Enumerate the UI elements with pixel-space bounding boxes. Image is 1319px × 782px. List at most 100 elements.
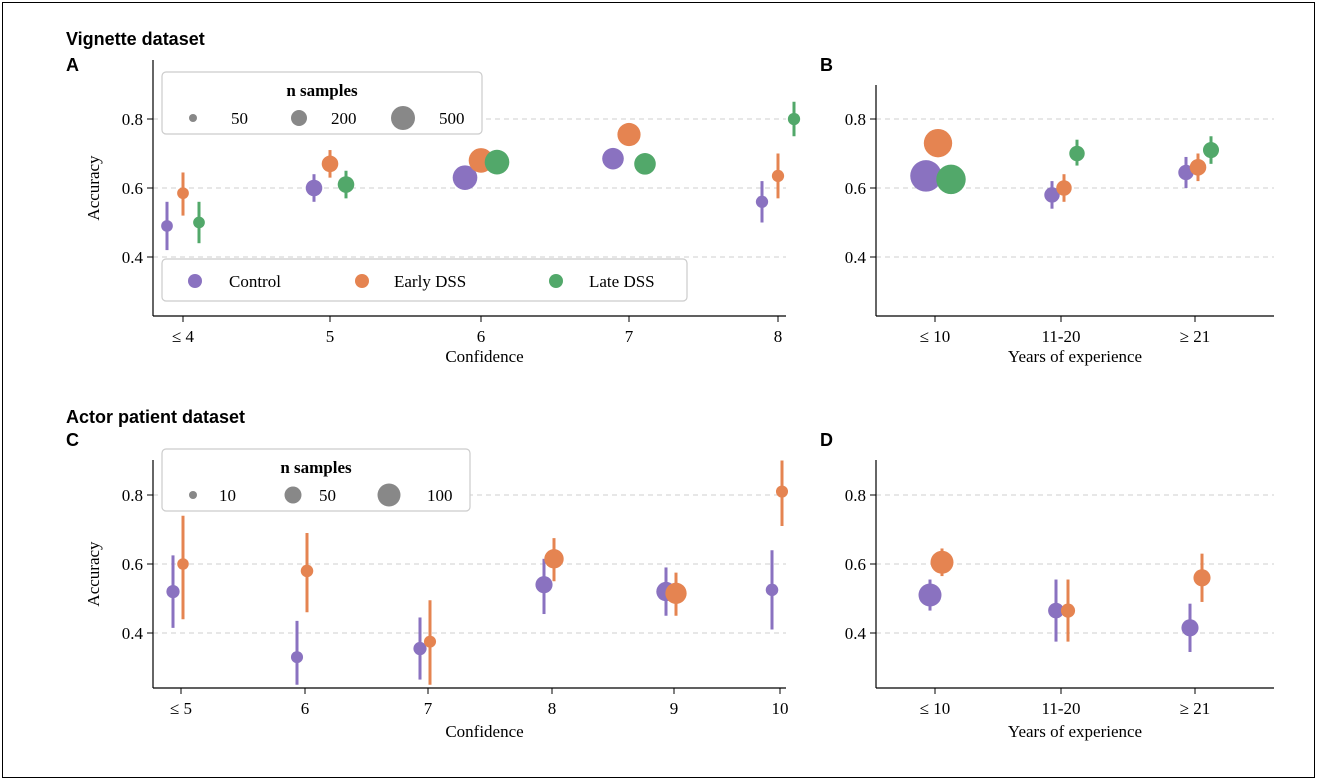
y-axis-label: Accuracy <box>84 155 103 221</box>
x-tick-label: 6 <box>301 699 310 718</box>
data-point <box>305 179 323 197</box>
y-tick-label: 0.6 <box>122 179 143 198</box>
data-point <box>177 558 189 570</box>
x-tick-label: ≥ 21 <box>1180 699 1211 718</box>
panel-letter: C <box>66 430 79 450</box>
data-point <box>413 641 427 656</box>
data-point <box>634 153 656 175</box>
x-tick-label: 7 <box>625 327 634 346</box>
legend-title: n samples <box>286 81 358 100</box>
y-tick-label: 0.8 <box>122 486 143 505</box>
legend-size-marker <box>291 110 307 126</box>
y-tick-label: 0.8 <box>845 486 866 505</box>
legend-color-marker <box>188 274 202 288</box>
legend-size-marker <box>189 491 197 499</box>
data-point <box>617 122 641 147</box>
data-point <box>787 112 801 126</box>
x-tick-label: 5 <box>326 327 335 346</box>
data-point <box>918 583 942 607</box>
x-tick-label: ≤ 10 <box>920 699 951 718</box>
legend-color-marker <box>549 274 563 288</box>
data-point <box>290 651 304 664</box>
size-legend-c: n samples 10 50 100 <box>161 448 471 512</box>
y-tick-label: 0.4 <box>122 248 144 267</box>
data-point <box>1056 180 1072 196</box>
data-point <box>484 149 510 175</box>
legend-entry-label: 50 <box>319 486 336 505</box>
panel-letter: A <box>66 55 79 75</box>
y-tick-label: 0.6 <box>845 179 866 198</box>
data-point <box>423 635 437 648</box>
data-point <box>1181 619 1199 637</box>
x-tick-label: ≤ 5 <box>170 699 192 718</box>
y-axis-label: Accuracy <box>84 541 103 607</box>
group-legend: Control Early DSS Late DSS <box>161 258 688 302</box>
data-point <box>930 550 954 574</box>
chart-panel-c: C 0.4 0.6 0.8 ≤ 5 6 7 8 9 10 Confidence Accuracy <box>66 430 789 741</box>
data-point <box>771 169 785 183</box>
legend-entry-label: 100 <box>427 486 453 505</box>
data-point <box>923 128 953 158</box>
data-point <box>1069 145 1085 162</box>
y-tick-label: 0.6 <box>122 555 143 574</box>
data-point <box>602 147 624 170</box>
y-tick-label: 0.8 <box>845 110 866 129</box>
panel-letter: B <box>820 55 833 75</box>
data-point <box>544 549 564 569</box>
data-point <box>337 176 355 193</box>
data-point <box>936 164 966 195</box>
x-tick-label: 8 <box>548 699 557 718</box>
legend-title: n samples <box>280 458 352 477</box>
panel-letter: D <box>820 430 833 450</box>
legend-entry-label: 200 <box>331 109 357 128</box>
data-point <box>665 582 687 604</box>
chart-panel-a: A 0.4 0.6 0.8 ≤ 4 5 6 7 8 Confidence Accuracy <box>66 55 801 366</box>
x-axis-label: Confidence <box>445 347 523 366</box>
data-point <box>910 160 942 192</box>
x-tick-label: 6 <box>477 327 486 346</box>
x-tick-label: ≤ 10 <box>920 327 951 346</box>
x-tick-label: 8 <box>774 327 783 346</box>
chart-panel-b: B 0.4 0.6 0.8 ≤ 10 11-20 ≥ 21 Years of experien… <box>820 55 1274 366</box>
legend-entry-label: 10 <box>219 486 236 505</box>
legend-size-marker <box>391 106 415 130</box>
x-tick-label: ≤ 4 <box>172 327 195 346</box>
data-point <box>321 155 339 173</box>
section-title-actor: Actor patient dataset <box>66 407 245 427</box>
x-tick-label: ≥ 21 <box>1180 327 1211 346</box>
data-point <box>1189 159 1207 176</box>
data-point <box>300 564 314 578</box>
data-point <box>1060 603 1076 618</box>
x-tick-label: 10 <box>772 699 789 718</box>
x-tick-label: 7 <box>424 699 433 718</box>
legend-entry-label: 500 <box>439 109 465 128</box>
x-axis-label: Years of experience <box>1008 347 1142 366</box>
x-tick-label: 11-20 <box>1041 699 1080 718</box>
legend-frame <box>161 258 688 302</box>
data-point <box>1048 602 1064 619</box>
data-point <box>765 583 779 597</box>
chart-panel-d: D 0.4 0.6 0.8 ≤ 10 11-20 ≥ 21 Years of experien… <box>820 430 1274 741</box>
data-point <box>177 187 189 200</box>
data-point <box>452 165 478 190</box>
legend-size-marker <box>377 483 401 507</box>
y-tick-label: 0.8 <box>122 110 143 129</box>
data-point <box>161 220 173 232</box>
figure-canvas: Vignette dataset Actor patient dataset A… <box>66 29 1274 741</box>
data-point <box>755 195 769 208</box>
data-point <box>166 585 180 599</box>
legend-color-marker <box>355 274 369 288</box>
x-tick-label: 11-20 <box>1041 327 1080 346</box>
x-axis-label: Confidence <box>445 722 523 741</box>
legend-size-marker <box>284 486 302 504</box>
legend-entry-label: Late DSS <box>589 272 655 291</box>
legend-entry-label: Control <box>229 272 281 291</box>
size-legend-a: n samples 50 200 500 <box>161 71 483 135</box>
data-point <box>1193 569 1211 587</box>
y-tick-label: 0.4 <box>845 624 867 643</box>
data-point <box>535 576 553 594</box>
legend-entry-label: Early DSS <box>394 272 466 291</box>
data-point <box>775 485 789 498</box>
y-tick-label: 0.4 <box>845 248 867 267</box>
